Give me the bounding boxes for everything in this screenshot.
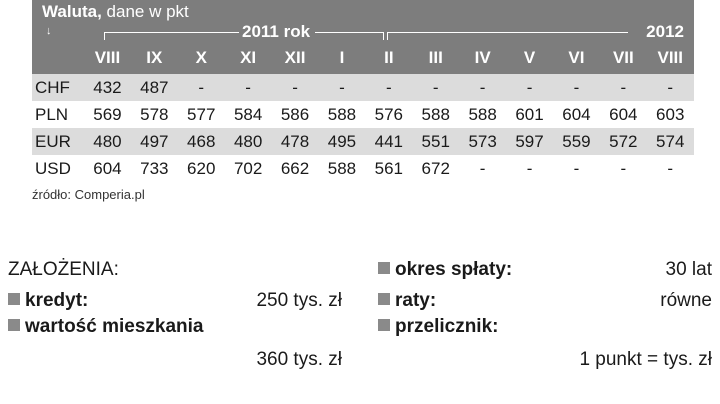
currency-table: Waluta, dane w pkt ↓ 2011 rok 2012 VIII I… (32, 0, 694, 182)
table-cell: 588 (468, 105, 497, 124)
table-cell: - (386, 78, 392, 97)
table-cell: 478 (280, 132, 310, 151)
table-cell: - (339, 78, 345, 97)
table-cell: 672 (421, 159, 450, 178)
table-cell: 441 (374, 132, 404, 151)
table-row: EUR 480 497 468 480 478 495 441 551 573 597 559 572 5… (32, 128, 694, 155)
table-cell: 468 (187, 132, 216, 151)
year-2011-bracket (104, 29, 384, 40)
table-cell: 601 (515, 105, 544, 124)
table-cell: 604 (93, 159, 122, 178)
table-cell: - (479, 78, 486, 97)
table-row: PLN 569 578 577 584 586 588 576 588 588 601 604 604 6… (32, 101, 694, 128)
table-cell: 604 (609, 105, 638, 124)
przelicznik-item: przelicznik: (378, 316, 498, 338)
month-header: III (428, 48, 443, 67)
okres-item: okres spłaty: (378, 259, 512, 281)
table-cell: 584 (233, 105, 263, 124)
bullet-square-icon (378, 293, 390, 305)
table-cell: 573 (468, 132, 497, 151)
bullet-square-icon (8, 319, 20, 331)
table-row: USD 604 733 620 702 662 588 561 672 - - - - - (32, 155, 694, 182)
year-2012-label: 2012 (646, 22, 684, 41)
wartosc-item: wartość mieszkania (8, 316, 203, 338)
table-cell: - (667, 78, 674, 97)
table-cell: 603 (656, 105, 685, 124)
table-cell: 561 (374, 159, 404, 178)
table-title: Waluta, dane w pkt (42, 2, 189, 21)
table-cell: 588 (421, 105, 450, 124)
month-header: I (339, 48, 345, 67)
table-cell: 574 (656, 132, 685, 151)
assumptions-heading: ZAŁOŻENIA: (8, 259, 119, 280)
table-cell: 576 (374, 105, 404, 124)
year-2012-bracket (387, 29, 690, 40)
okres-value: 30 lat (665, 259, 712, 280)
table-cell: 480 (233, 132, 263, 151)
month-header: VIII (94, 48, 121, 67)
table-cell: - (573, 159, 580, 178)
currency-label: USD (35, 159, 71, 178)
table-cell: 577 (187, 105, 216, 124)
bullet-square-icon (378, 319, 390, 331)
table-cell: - (432, 78, 439, 97)
table-cell: 569 (93, 105, 122, 124)
table-cell: - (573, 78, 580, 97)
month-header: IX (146, 48, 163, 67)
kredyt-value: 250 tys. zł (256, 290, 342, 311)
table-cell: 578 (140, 105, 169, 124)
month-header: II (384, 48, 394, 67)
table-cell: 497 (140, 132, 169, 151)
table-cell: 586 (280, 105, 310, 124)
table-cell: 495 (327, 132, 357, 151)
currency-label: EUR (35, 132, 71, 151)
month-header: VIII (657, 48, 683, 67)
currency-label: PLN (35, 105, 69, 124)
wartosc-value: 360 tys. zł (256, 349, 342, 370)
table-cell: - (526, 159, 533, 178)
table-cell: 432 (93, 78, 122, 97)
source-note: źródło: Comperia.pl (32, 187, 145, 202)
table-cell: 487 (140, 78, 169, 97)
table-cell: 588 (327, 159, 357, 178)
table-row: CHF 432 487 - - - - - - - - - - - (32, 74, 694, 101)
raty-item: raty: (378, 290, 436, 312)
table-cell: 588 (327, 105, 357, 124)
month-header: XI (240, 48, 257, 67)
table-cell: 559 (562, 132, 591, 151)
table-cell: - (526, 78, 533, 97)
table-cell: 662 (280, 159, 310, 178)
currency-label: CHF (35, 78, 70, 97)
table-header: Waluta, dane w pkt ↓ 2011 rok 2012 VIII I… (32, 0, 694, 74)
table-cell: - (667, 159, 674, 178)
bullet-square-icon (378, 262, 390, 274)
table-cell: - (292, 78, 298, 97)
month-header: X (195, 48, 207, 67)
month-header: V (523, 48, 536, 67)
table-cell: 597 (515, 132, 544, 151)
month-header: VI (568, 48, 585, 67)
przelicznik-value: 1 punkt = tys. zł (579, 349, 712, 370)
table-cell: 551 (421, 132, 450, 151)
table-cell: - (479, 159, 486, 178)
table-cell: 604 (562, 105, 591, 124)
table-cell: - (245, 78, 251, 97)
month-header: XII (284, 48, 306, 67)
table-cell: - (198, 78, 205, 97)
raty-value: równe (660, 290, 712, 311)
kredyt-item: kredyt: (8, 290, 88, 312)
year-2011-label: 2011 rok (242, 22, 311, 41)
table-cell: - (620, 159, 627, 178)
bullet-square-icon (8, 293, 20, 305)
table-cell: 572 (609, 132, 638, 151)
month-header: VII (612, 48, 634, 67)
table-cell: 620 (187, 159, 216, 178)
table-cell: - (620, 78, 627, 97)
sort-arrow-icon: ↓ (46, 25, 52, 37)
table-cell: 702 (233, 159, 263, 178)
month-header: IV (474, 48, 491, 67)
table-cell: 733 (140, 159, 169, 178)
table-cell: 480 (93, 132, 122, 151)
